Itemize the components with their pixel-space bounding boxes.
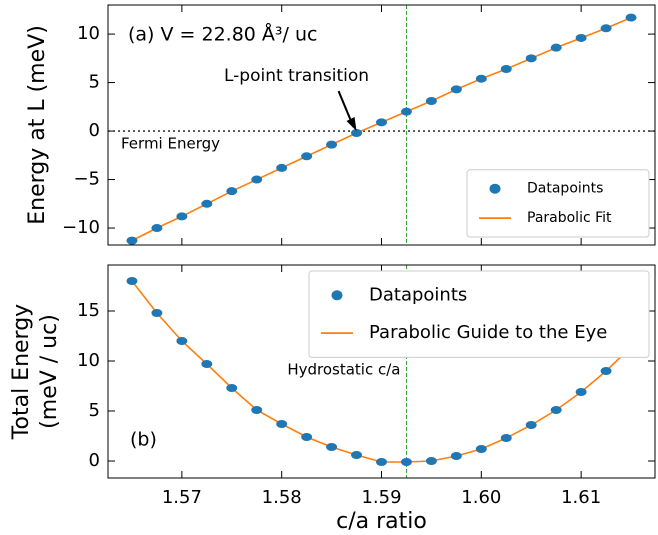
- data-point: [201, 360, 213, 368]
- panel-label: (a) V = 22.80 Å³/ uc: [128, 23, 317, 46]
- data-point: [500, 65, 512, 73]
- data-point: [450, 452, 462, 460]
- data-point: [276, 420, 288, 428]
- x-tick-label: 1.58: [262, 487, 302, 508]
- data-point: [475, 445, 487, 453]
- data-point: [425, 457, 437, 465]
- data-point: [500, 434, 512, 442]
- y-tick-label: 10: [77, 23, 100, 44]
- annotation-text: L-point transition: [224, 66, 369, 86]
- data-point: [226, 187, 238, 196]
- legend-label: Parabolic Fit: [527, 210, 612, 226]
- data-point: [575, 388, 587, 396]
- legend-label: Datapoints: [369, 284, 467, 305]
- legend-label: Parabolic Guide to the Eye: [369, 322, 607, 343]
- data-point: [251, 406, 263, 414]
- data-point: [351, 129, 363, 137]
- data-point: [126, 236, 138, 245]
- data-point: [600, 24, 612, 33]
- data-point: [226, 384, 238, 392]
- y-tick-label: −10: [62, 217, 100, 238]
- data-point: [525, 54, 537, 63]
- data-point: [625, 13, 637, 22]
- legend-marker: [489, 183, 501, 194]
- y-tick-label: −5: [73, 169, 100, 190]
- annotation-arrowhead: [346, 117, 357, 132]
- data-point: [176, 212, 188, 221]
- data-point: [550, 406, 562, 414]
- data-point: [575, 33, 587, 42]
- legend-label: Datapoints: [527, 181, 603, 197]
- x-tick-label: 1.60: [461, 487, 501, 508]
- x-tick-label: 1.57: [162, 487, 202, 508]
- plot-frame: [107, 264, 656, 479]
- y-tick-label: 0: [89, 120, 100, 141]
- data-point: [400, 107, 412, 116]
- data-point: [450, 85, 462, 94]
- x-axis-label: c/a ratio: [336, 509, 427, 534]
- data-point: [151, 309, 163, 317]
- data-point: [475, 74, 487, 83]
- data-point: [126, 277, 138, 285]
- x-tick-label: 1.61: [561, 487, 601, 508]
- data-point: [176, 337, 188, 345]
- data-point: [376, 118, 387, 127]
- data-point: [400, 458, 412, 466]
- data-point: [326, 443, 338, 451]
- data-point: [326, 140, 338, 149]
- y-tick-label: 15: [77, 300, 100, 321]
- data-point: [301, 433, 313, 441]
- legend-marker: [331, 290, 343, 301]
- vline-label: Hydrostatic c/a: [287, 361, 400, 379]
- y-axis-label: Energy at L (meV): [25, 25, 50, 225]
- data-point: [251, 175, 263, 184]
- plot-frame: [107, 4, 656, 246]
- data-point: [376, 458, 387, 466]
- legend-box: [308, 270, 650, 358]
- y-axis-label: Total Energy: [9, 304, 34, 440]
- data-point: [351, 451, 363, 459]
- hline-label: Fermi Energy: [121, 135, 220, 153]
- data-point: [600, 367, 612, 375]
- y-tick-label: 0: [89, 450, 100, 471]
- x-tick-label: 1.59: [361, 487, 401, 508]
- data-point: [276, 163, 288, 172]
- data-point: [425, 97, 437, 105]
- legend-box: [466, 169, 650, 238]
- data-point: [301, 152, 313, 161]
- data-point: [151, 224, 163, 233]
- y-tick-label: 5: [89, 72, 100, 93]
- y-tick-label: 5: [89, 400, 100, 421]
- data-point: [525, 421, 537, 429]
- data-point: [201, 199, 213, 208]
- y-tick-label: 10: [77, 350, 100, 371]
- y-axis-label: (meV / uc): [37, 314, 62, 429]
- panel-label: (b): [130, 429, 157, 451]
- data-point: [550, 43, 562, 52]
